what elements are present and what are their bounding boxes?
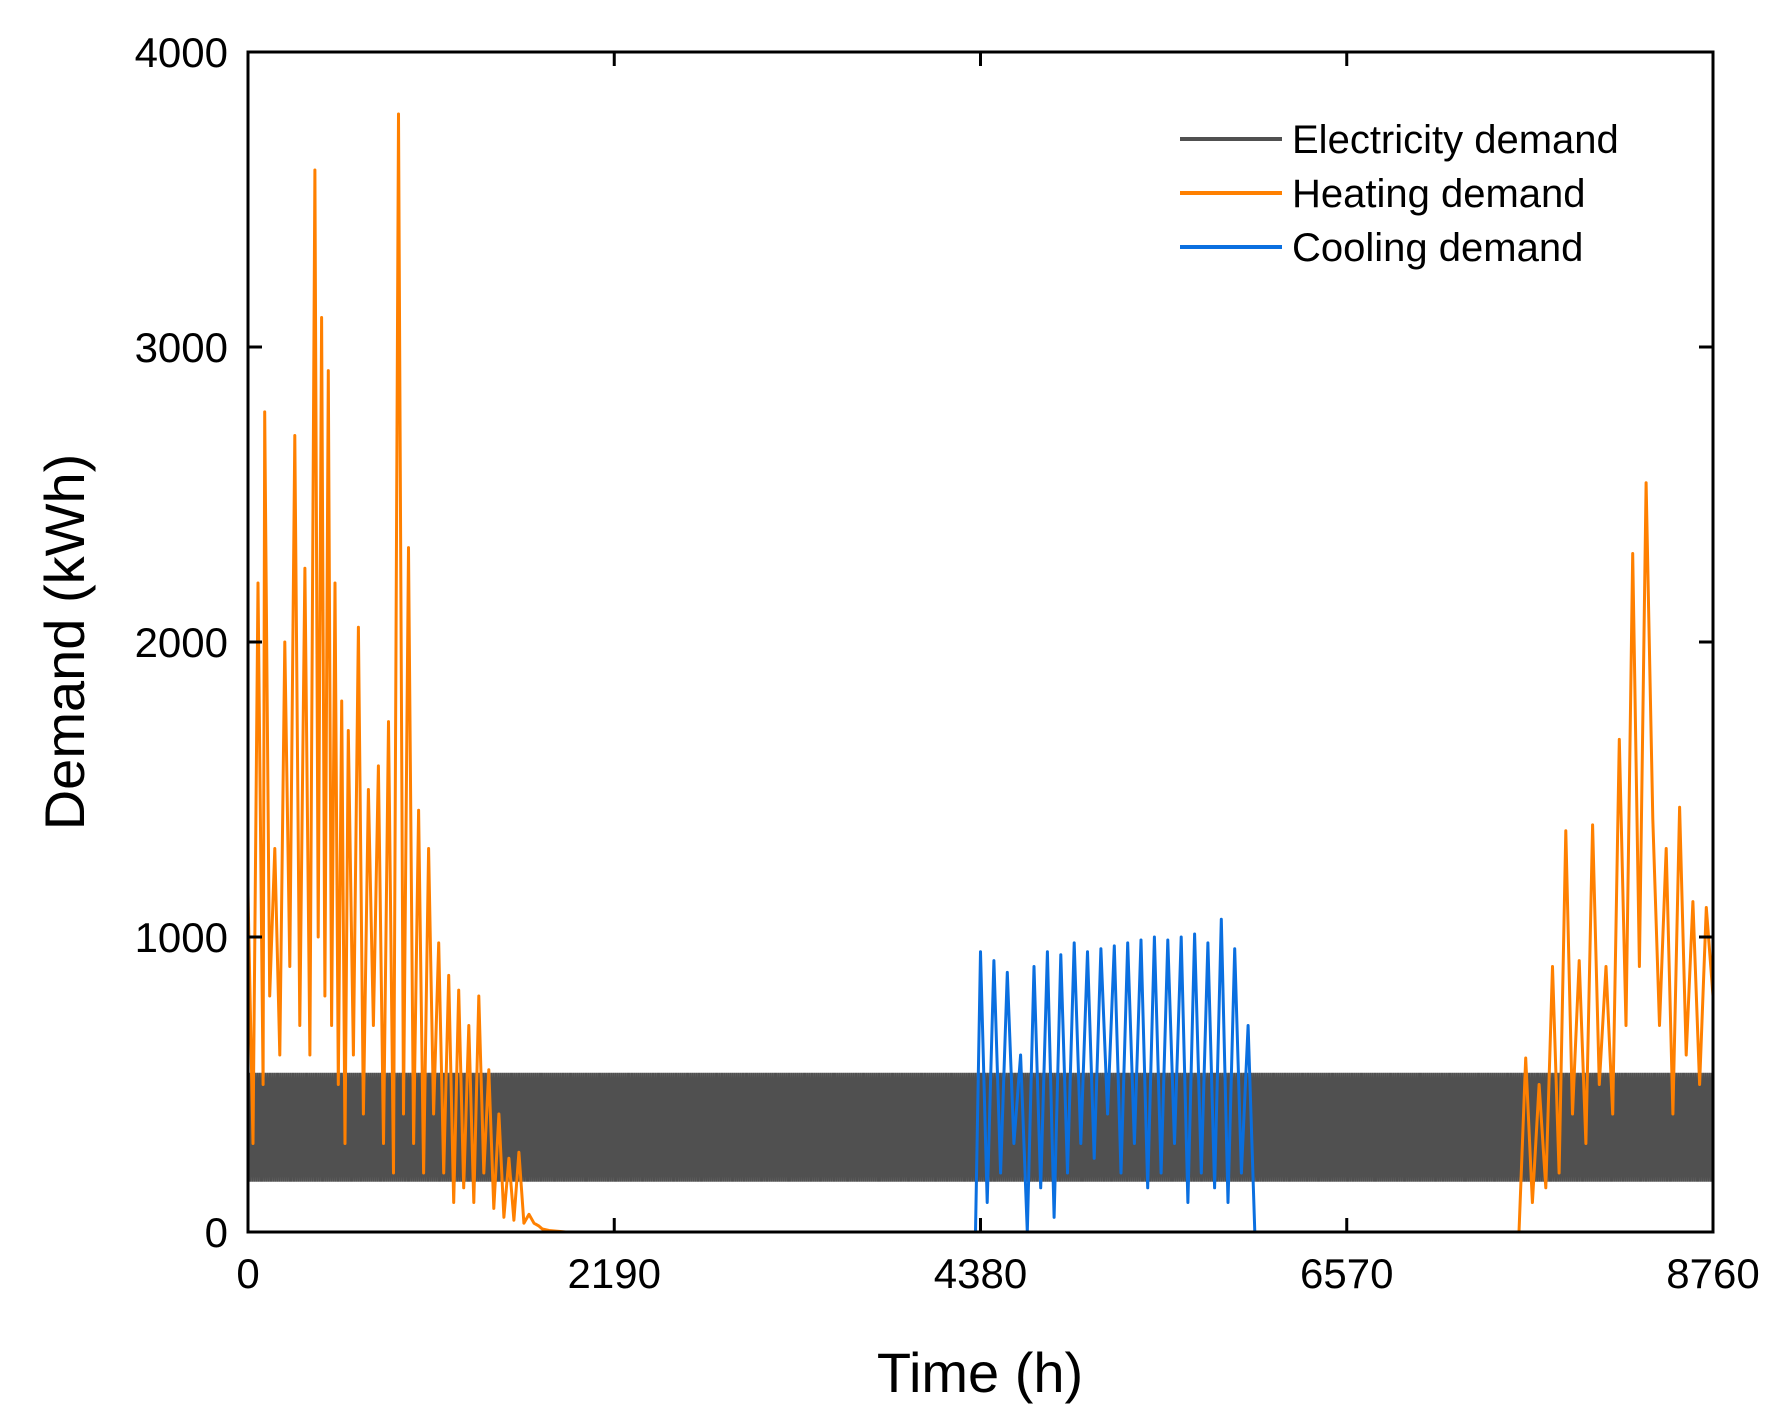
y-tick-label: 1000	[135, 914, 228, 961]
y-tick-label: 0	[205, 1209, 228, 1256]
legend: Electricity demand Heating demand Coolin…	[1180, 118, 1619, 270]
electricity-demand-series	[247, 1072, 1714, 1182]
y-axis-ticks: 0 1000 2000 3000 4000	[135, 29, 1713, 1256]
x-tick-label: 2190	[568, 1250, 661, 1297]
x-tick-label: 8760	[1666, 1250, 1759, 1297]
x-axis-ticks: 0 2190 4380 6570 8760	[236, 52, 1760, 1297]
plot-area	[246, 112, 1715, 1234]
heating-demand-series	[246, 112, 1715, 1234]
heating-demand-line	[246, 112, 1715, 1234]
legend-label-heating: Heating demand	[1292, 172, 1586, 216]
cooling-demand-line	[248, 917, 1713, 1234]
legend-label-cooling: Cooling demand	[1292, 226, 1583, 270]
y-tick-label: 2000	[135, 619, 228, 666]
y-axis-title: Demand (kWh)	[33, 454, 96, 831]
electricity-demand-line	[247, 1072, 1714, 1182]
x-axis-title: Time (h)	[877, 1341, 1083, 1404]
cooling-demand-series	[248, 917, 1713, 1234]
x-tick-label: 0	[236, 1250, 259, 1297]
y-tick-label: 3000	[135, 324, 228, 371]
y-tick-label: 4000	[135, 29, 228, 76]
x-tick-label: 6570	[1300, 1250, 1393, 1297]
x-tick-label: 4380	[934, 1250, 1027, 1297]
legend-label-electricity: Electricity demand	[1292, 118, 1619, 162]
